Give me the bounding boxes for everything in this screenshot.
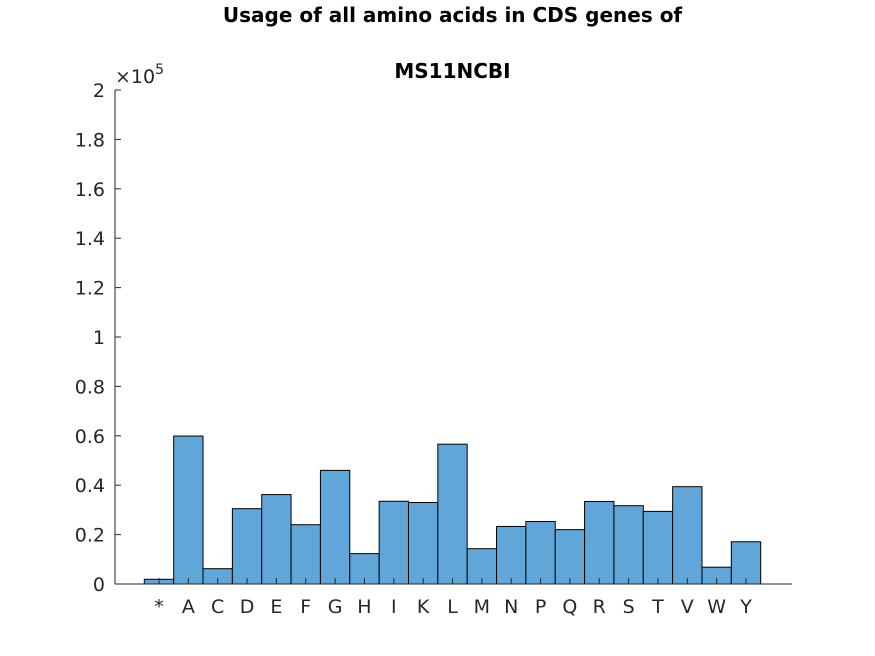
y-tick-label: 0.8 <box>75 376 105 398</box>
bar-Q <box>554 529 586 585</box>
chart-title-line-2: MS11NCBI <box>394 59 511 83</box>
axes-group: * A C D E F G H I K L M N P Q R S T V W Y 0 0.2 0.4 0.6 0.8 1 1.2 1.… <box>75 62 792 618</box>
bar-D <box>231 508 263 585</box>
x-tick-label: N <box>504 596 518 618</box>
chart-title-line-1: Usage of all amino acids in CDS genes of <box>222 3 683 27</box>
x-tick-label: P <box>535 596 546 618</box>
bar-Y <box>730 541 762 585</box>
bar-L <box>437 443 468 585</box>
x-tick-label: R <box>593 596 606 618</box>
bar-A <box>173 435 204 585</box>
bar-R <box>584 501 615 585</box>
bar-P <box>525 521 556 585</box>
y-tick-label: 1.6 <box>75 179 105 201</box>
x-tick-label: * <box>154 596 164 618</box>
x-tick-label: Q <box>562 596 577 618</box>
bar-G <box>319 469 351 585</box>
bar-V <box>672 486 703 585</box>
bar-S <box>613 505 644 585</box>
x-tick-label: H <box>357 596 371 618</box>
bars-group <box>143 435 762 585</box>
x-tick-label: E <box>270 596 282 618</box>
bar-E <box>261 494 292 585</box>
bar-N <box>496 525 527 585</box>
bar-T <box>642 510 674 585</box>
bar-K <box>407 501 439 585</box>
y-tick-label: 2 <box>93 80 105 102</box>
x-tick-label: I <box>391 596 397 618</box>
x-tick-label: A <box>182 596 195 618</box>
x-tick-label: D <box>240 596 255 618</box>
x-tick-label: Y <box>739 596 752 618</box>
y-tick-label: 0.6 <box>75 426 105 448</box>
x-tick-label: C <box>211 596 224 618</box>
y-tick-label: 1 <box>93 327 105 349</box>
bar-F <box>290 524 321 585</box>
x-tick-label: M <box>474 596 490 618</box>
x-tick-label: L <box>447 596 458 618</box>
y-tick-label: 0.4 <box>75 475 105 497</box>
y-tick-label: 1.2 <box>75 278 105 300</box>
y-tick-label: 0.2 <box>75 525 105 547</box>
y-exponent-label: ×105 <box>115 62 164 88</box>
x-tick-label: W <box>707 596 726 618</box>
x-tick-label: F <box>300 596 311 618</box>
y-tick-label: 1.4 <box>75 228 105 250</box>
x-tick-label: S <box>623 596 635 618</box>
y-tick-label: 0 <box>93 574 105 596</box>
bar-I <box>378 500 409 585</box>
x-tick-label: K <box>417 596 430 618</box>
y-tick-label: 1.8 <box>75 129 105 151</box>
x-tick-label: V <box>681 596 694 618</box>
x-tick-label: G <box>328 596 343 618</box>
x-tick-label: T <box>651 596 664 618</box>
